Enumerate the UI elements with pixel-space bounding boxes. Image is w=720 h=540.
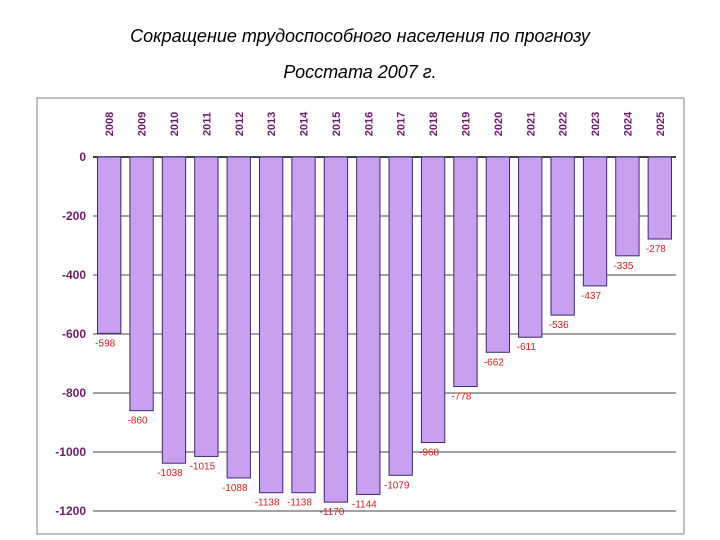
bar-2018 (420, 156, 446, 444)
data-labels: -598 -860 -1038 -1015 -1088 -1138 -1138 -1170 -1… (95, 244, 666, 518)
data-label: -778 (451, 392, 471, 403)
x-tick-label: 2021 (525, 112, 537, 136)
x-tick-label: 2014 (299, 111, 311, 136)
x-tick-label: 2015 (331, 112, 343, 136)
bar-2022 (550, 156, 575, 316)
data-label: -536 (549, 320, 569, 331)
data-label: -1138 (255, 498, 280, 509)
data-label: -598 (95, 338, 115, 349)
x-tick-label: 2009 (137, 112, 149, 136)
data-label: -1079 (384, 480, 410, 491)
data-label: -860 (128, 416, 148, 427)
chart-title-line1: Сокращение трудоспособного населения по … (130, 26, 590, 46)
x-tick-label: 2020 (493, 112, 505, 136)
x-tick-label: 2018 (428, 112, 440, 136)
y-tick-label: -800 (62, 386, 86, 400)
y-tick-label: 0 (79, 150, 86, 164)
data-label: -335 (613, 261, 633, 272)
y-tick-label: -600 (62, 327, 86, 341)
bar-2024 (615, 156, 640, 257)
data-label: -611 (517, 342, 537, 353)
bar-2025 (647, 156, 672, 240)
data-label: -1038 (157, 468, 183, 479)
y-axis-ticks: 0 -200 -400 -600 -800 -1000 -1200 (55, 150, 86, 518)
bar-2019 (453, 156, 478, 388)
bars (97, 156, 672, 503)
x-tick-label: 2019 (460, 112, 472, 136)
data-label: -1015 (190, 461, 216, 472)
bar-2008 (97, 156, 122, 334)
x-axis-years: 2008 2009 2010 2011 2012 2013 2014 2015 2016 2017… (104, 111, 667, 136)
gridlines (93, 156, 676, 512)
x-tick-label: 2022 (558, 112, 570, 136)
bar-2013 (258, 156, 284, 494)
x-tick-label: 2017 (396, 112, 408, 136)
bar-2021 (518, 156, 543, 338)
y-tick-label: -1200 (55, 504, 86, 518)
x-tick-label: 2008 (104, 112, 116, 136)
y-tick-label: -200 (62, 209, 86, 223)
data-label: -278 (646, 244, 666, 255)
y-tick-label: -1000 (55, 445, 86, 459)
x-tick-label: 2025 (655, 112, 667, 136)
x-tick-label: 2016 (363, 112, 375, 136)
bar-2020 (485, 156, 511, 353)
data-label: -437 (581, 291, 601, 302)
bar-2017 (388, 156, 413, 476)
data-label: -1138 (287, 498, 312, 509)
data-label: -1170 (319, 507, 344, 518)
data-label: -1088 (222, 483, 248, 494)
bar-2023 (582, 156, 608, 287)
x-tick-label: 2013 (266, 112, 278, 136)
bar-2010 (161, 156, 187, 464)
bar-2014 (291, 156, 316, 494)
bar-2016 (356, 156, 381, 495)
data-label: -662 (484, 357, 504, 368)
x-tick-label: 2023 (590, 112, 602, 136)
x-tick-label: 2012 (234, 112, 246, 136)
bar-2009 (129, 156, 154, 412)
y-tick-label: -400 (62, 268, 86, 282)
x-tick-label: 2024 (622, 111, 634, 136)
x-tick-label: 2011 (201, 112, 213, 136)
x-tick-label: 2010 (169, 112, 181, 136)
data-label: -1144 (352, 499, 377, 510)
bar-2011 (194, 156, 219, 457)
data-label: -968 (419, 448, 439, 459)
bar-2012 (226, 156, 251, 479)
bar-2015 (323, 156, 349, 503)
chart-title-line2: Росстата 2007 г. (283, 62, 437, 82)
